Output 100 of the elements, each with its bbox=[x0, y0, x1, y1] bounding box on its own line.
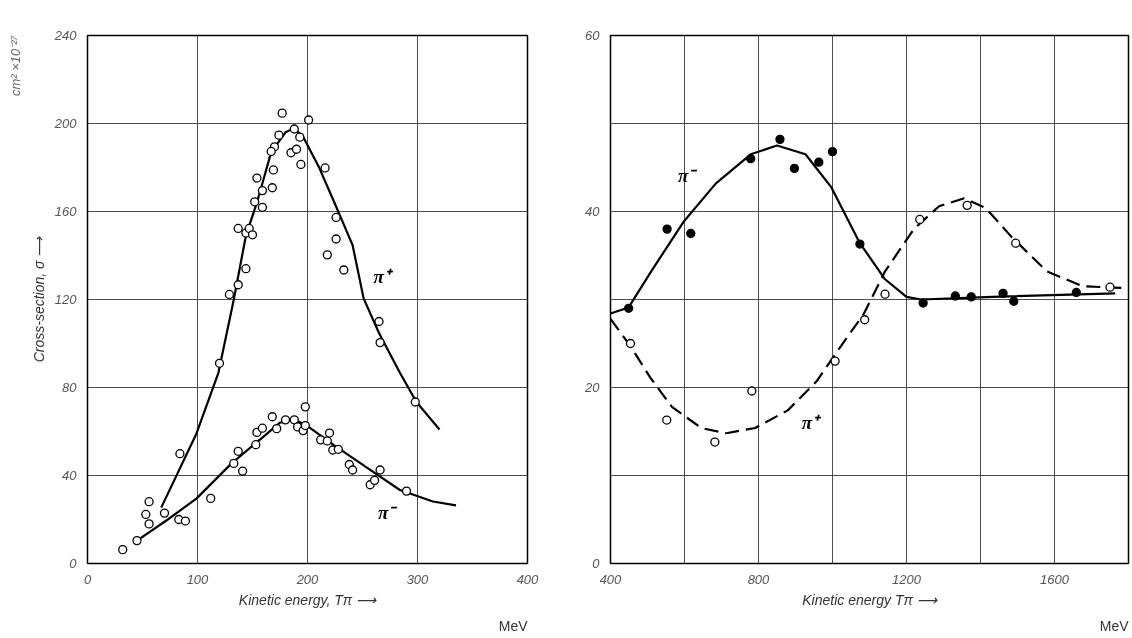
x-axis-title: Kinetic energy Tπ ⟶ bbox=[802, 591, 938, 608]
text: MeV bbox=[498, 617, 529, 634]
point bbox=[333, 444, 343, 454]
point bbox=[295, 132, 305, 142]
y-tick-label: 40 bbox=[62, 468, 78, 483]
point bbox=[322, 436, 332, 446]
point bbox=[625, 338, 636, 349]
point bbox=[410, 397, 420, 407]
point bbox=[132, 535, 142, 546]
point bbox=[251, 440, 261, 450]
y-tick-label: 80 bbox=[62, 380, 78, 395]
point bbox=[686, 228, 696, 239]
point bbox=[206, 493, 216, 504]
point bbox=[257, 202, 268, 212]
point bbox=[159, 508, 170, 518]
point bbox=[880, 289, 890, 299]
point bbox=[289, 124, 299, 134]
point bbox=[830, 356, 840, 366]
point bbox=[662, 224, 672, 234]
x-tick-label: 200 bbox=[295, 571, 320, 587]
point bbox=[814, 157, 824, 167]
point bbox=[233, 223, 243, 234]
text: cm² ×10⁻²⁷ bbox=[7, 34, 23, 97]
point bbox=[827, 147, 838, 157]
point bbox=[118, 545, 128, 555]
point bbox=[296, 159, 306, 170]
point bbox=[266, 146, 276, 157]
x-tick-label: 1200 bbox=[892, 571, 922, 587]
point bbox=[331, 234, 341, 244]
point bbox=[746, 154, 756, 164]
series-label: π⁺ bbox=[373, 265, 394, 287]
y-axis-title: Cross-section, σ ⟶ bbox=[30, 235, 47, 363]
point bbox=[710, 437, 720, 447]
point bbox=[998, 288, 1008, 298]
point bbox=[339, 265, 349, 275]
point bbox=[775, 134, 785, 144]
point bbox=[144, 519, 154, 529]
point bbox=[180, 516, 191, 526]
y-tick-label: 60 bbox=[585, 28, 601, 43]
point bbox=[268, 165, 279, 175]
point bbox=[241, 264, 251, 274]
point bbox=[1009, 296, 1019, 306]
point bbox=[144, 497, 154, 507]
y-tick-label: 200 bbox=[53, 116, 78, 131]
point bbox=[300, 402, 310, 412]
point bbox=[257, 423, 268, 433]
y-tick-label: 40 bbox=[585, 204, 601, 219]
point bbox=[257, 185, 268, 196]
point bbox=[320, 163, 330, 173]
point bbox=[289, 415, 299, 425]
y-tick-label: 0 bbox=[592, 556, 601, 571]
point bbox=[662, 415, 672, 425]
point bbox=[237, 466, 248, 476]
point bbox=[369, 475, 380, 485]
point bbox=[280, 415, 291, 425]
point bbox=[274, 130, 284, 140]
point bbox=[303, 115, 314, 125]
point bbox=[1011, 238, 1021, 248]
point bbox=[347, 465, 358, 475]
point bbox=[277, 108, 287, 118]
point bbox=[623, 303, 634, 313]
point bbox=[141, 509, 151, 520]
point bbox=[789, 163, 800, 174]
point bbox=[1105, 282, 1115, 292]
point bbox=[214, 358, 225, 368]
point bbox=[250, 197, 260, 207]
text: MeV bbox=[1099, 617, 1130, 634]
point bbox=[374, 316, 384, 327]
x-tick-label: 100 bbox=[186, 571, 210, 587]
point bbox=[267, 412, 277, 422]
x-tick-label: 1600 bbox=[1040, 571, 1070, 587]
point bbox=[375, 465, 385, 475]
x-tick-label: 400 bbox=[599, 571, 623, 587]
point bbox=[233, 446, 243, 456]
point bbox=[331, 212, 341, 223]
series-label: π⁻ bbox=[377, 501, 399, 523]
x-tick-label: 300 bbox=[406, 571, 430, 587]
point bbox=[322, 250, 332, 260]
point bbox=[267, 183, 277, 193]
point bbox=[375, 337, 385, 348]
y-tick-label: 240 bbox=[53, 28, 78, 43]
y-tick-label: 120 bbox=[54, 292, 78, 307]
point bbox=[962, 200, 972, 210]
point bbox=[918, 298, 928, 308]
point bbox=[950, 291, 960, 301]
series-label: π⁺ bbox=[801, 411, 823, 433]
x-axis-title: Kinetic energy, Tπ ⟶ bbox=[238, 591, 378, 608]
point bbox=[300, 420, 310, 431]
x-tick-label: 400 bbox=[516, 571, 540, 587]
point bbox=[401, 486, 412, 496]
y-tick-label: 0 bbox=[69, 556, 78, 571]
point bbox=[855, 239, 865, 249]
point bbox=[860, 315, 870, 325]
point bbox=[324, 428, 335, 438]
point bbox=[272, 424, 282, 434]
y-tick-label: 20 bbox=[584, 380, 601, 395]
point bbox=[252, 173, 262, 183]
point bbox=[233, 280, 243, 290]
y-tick-label: 160 bbox=[54, 204, 78, 219]
point bbox=[224, 289, 235, 300]
